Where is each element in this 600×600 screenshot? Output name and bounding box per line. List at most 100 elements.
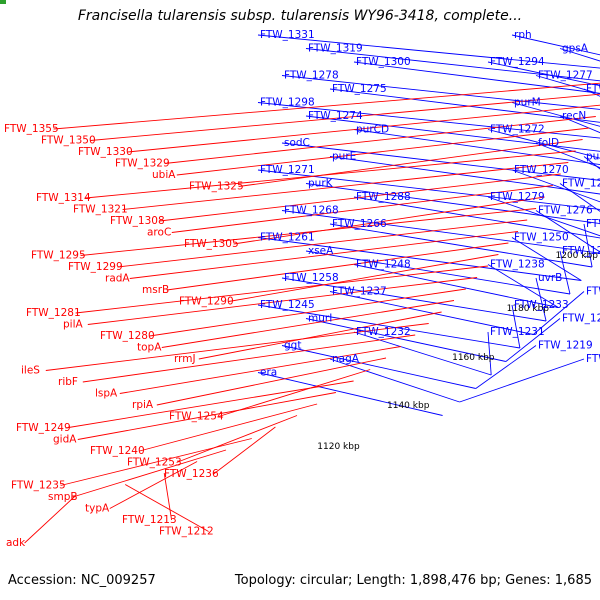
reverse-label-leader bbox=[353, 61, 600, 94]
reverse-gene-label: nagA bbox=[332, 353, 360, 365]
reverse-label-leader bbox=[257, 34, 600, 69]
forward-label-leader bbox=[122, 162, 569, 210]
forward-gene-label: aroC bbox=[147, 227, 171, 239]
reverse-label-leader bbox=[511, 102, 600, 127]
reverse-gene-label: FTW_1231 bbox=[490, 326, 545, 338]
reverse-gene-label: FTW_1238 bbox=[490, 259, 545, 271]
reverse-gene-label: FTW_1319 bbox=[308, 43, 363, 55]
forward-label-leader bbox=[65, 380, 354, 429]
forward-gene-label: radA bbox=[105, 273, 130, 285]
reverse-label-leader bbox=[583, 156, 600, 170]
forward-label-leader bbox=[87, 277, 478, 325]
reverse-gene-label: FTW_1270 bbox=[514, 164, 569, 176]
forward-gene-label: FTW_1249 bbox=[16, 422, 71, 434]
reverse-label-leader bbox=[535, 75, 600, 95]
reverse-label-leader bbox=[329, 156, 600, 195]
forward-gene-label: FTW_1295 bbox=[31, 250, 86, 262]
forward-gene-label: FTW_1253 bbox=[127, 457, 182, 469]
reverse-gene-label: purE bbox=[332, 151, 356, 163]
reverse-label-leader bbox=[487, 61, 600, 87]
forward-gene-label: FTW_1321 bbox=[73, 204, 128, 216]
reverse-gene-label: FTW_1269 bbox=[562, 178, 600, 190]
forward-label-leader bbox=[127, 104, 600, 153]
forward-label-leader bbox=[213, 426, 276, 475]
forward-gene-label: topA bbox=[137, 342, 162, 354]
forward-label-leader bbox=[45, 323, 429, 371]
reverse-gene-label: FTW_1288 bbox=[356, 191, 411, 203]
reverse-gene-label: FTW_1278 bbox=[284, 70, 339, 82]
reverse-label-leader bbox=[559, 48, 600, 62]
forward-label-leader bbox=[238, 139, 583, 187]
reverse-label-leader bbox=[459, 358, 585, 403]
reverse-gene-label: FTW_1220 bbox=[586, 353, 600, 365]
reverse-gene-label: FTW_1272 bbox=[490, 124, 545, 136]
reverse-label-leader bbox=[329, 88, 600, 123]
reverse-gene-label: rph bbox=[514, 29, 532, 41]
reverse-gene-label: ggt bbox=[284, 340, 301, 352]
reverse-gene-label: FTW_1261 bbox=[260, 232, 315, 244]
forward-label-leader bbox=[176, 415, 298, 463]
reverse-label-leader bbox=[281, 142, 600, 181]
forward-gene-label: FTW_1305 bbox=[184, 238, 239, 250]
forward-label-leader bbox=[156, 357, 387, 406]
reverse-label-leader bbox=[505, 318, 561, 362]
reverse-gene-label: FTW_1219 bbox=[538, 340, 593, 352]
reverse-gene-label: FTW_1262 bbox=[586, 286, 600, 298]
forward-label-leader bbox=[159, 173, 561, 222]
forward-label-leader bbox=[77, 392, 336, 440]
reverse-gene-label: FTW_1237 bbox=[332, 286, 387, 298]
reverse-gene-label: FTW_1232 bbox=[356, 326, 411, 338]
reverse-label-leader bbox=[353, 264, 559, 308]
reverse-label-leader bbox=[559, 183, 600, 212]
reverse-gene-label: sodC bbox=[284, 137, 310, 149]
reverse-gene-label: gpsA bbox=[562, 43, 589, 55]
forward-gene-label: ribF bbox=[58, 376, 78, 388]
reverse-label-leader bbox=[257, 169, 600, 210]
forward-label-leader bbox=[171, 185, 553, 233]
forward-label-leader bbox=[119, 346, 401, 394]
forward-gene-label: FTW_1236 bbox=[164, 468, 219, 480]
map-title: Francisella tularensis subsp. tularensis… bbox=[77, 8, 523, 24]
forward-gene-label: FTW_1355 bbox=[4, 123, 59, 135]
forward-label-leader bbox=[85, 150, 576, 199]
forward-gene-label: FTW_1330 bbox=[78, 146, 133, 158]
forward-label-leader bbox=[139, 403, 318, 452]
forward-label-leader bbox=[60, 438, 252, 486]
reverse-label-leader bbox=[305, 250, 571, 295]
reverse-gene-label: purK bbox=[308, 178, 334, 190]
forward-gene-label: FTW_1308 bbox=[110, 215, 165, 227]
forward-label-leader bbox=[24, 495, 76, 544]
reverse-gene-label: FTW_1251 bbox=[562, 313, 600, 325]
reverse-gene-label: folD bbox=[538, 137, 559, 149]
forward-gene-label: FTW_1213 bbox=[122, 514, 177, 526]
reverse-gene-label: FTW_1331 bbox=[260, 29, 315, 41]
reverse-label-leader bbox=[535, 210, 600, 253]
forward-gene-label: gidA bbox=[53, 434, 77, 446]
forward-gene-label: rrmJ bbox=[174, 353, 196, 365]
reverse-label-leader bbox=[329, 291, 534, 335]
forward-label-leader bbox=[124, 484, 209, 532]
reverse-label-leader bbox=[535, 142, 600, 169]
reverse-label-leader bbox=[281, 75, 600, 110]
reverse-label-leader bbox=[511, 34, 600, 56]
reverse-gene-label: era bbox=[260, 367, 277, 379]
forward-gene-label: FTW_1325 bbox=[189, 181, 244, 193]
forward-label-leader bbox=[129, 231, 519, 279]
forward-gene-label: rpiA bbox=[132, 399, 154, 411]
forward-label-leader bbox=[109, 461, 198, 509]
accession-label: Accession: NC_009257 bbox=[8, 573, 156, 588]
forward-label-leader bbox=[176, 127, 590, 176]
forward-gene-label: msrB bbox=[142, 284, 169, 296]
forward-gene-label: ubiA bbox=[152, 169, 176, 181]
forward-label-leader bbox=[163, 472, 173, 521]
reverse-label-leader bbox=[353, 196, 600, 239]
reverse-gene-label: purCD bbox=[356, 124, 389, 136]
reverse-label-leader bbox=[559, 115, 600, 134]
forward-gene-label: FTW_1212 bbox=[159, 526, 214, 538]
forward-label-leader bbox=[233, 196, 545, 245]
reverse-gene-label: murI bbox=[308, 313, 332, 325]
reverse-label-leader bbox=[257, 304, 520, 349]
scale-label-1180: 1180 kbp bbox=[507, 304, 550, 314]
reverse-gene-label: FTW_1245 bbox=[260, 299, 315, 311]
reverse-gene-label: FTW_1271 bbox=[260, 164, 315, 176]
